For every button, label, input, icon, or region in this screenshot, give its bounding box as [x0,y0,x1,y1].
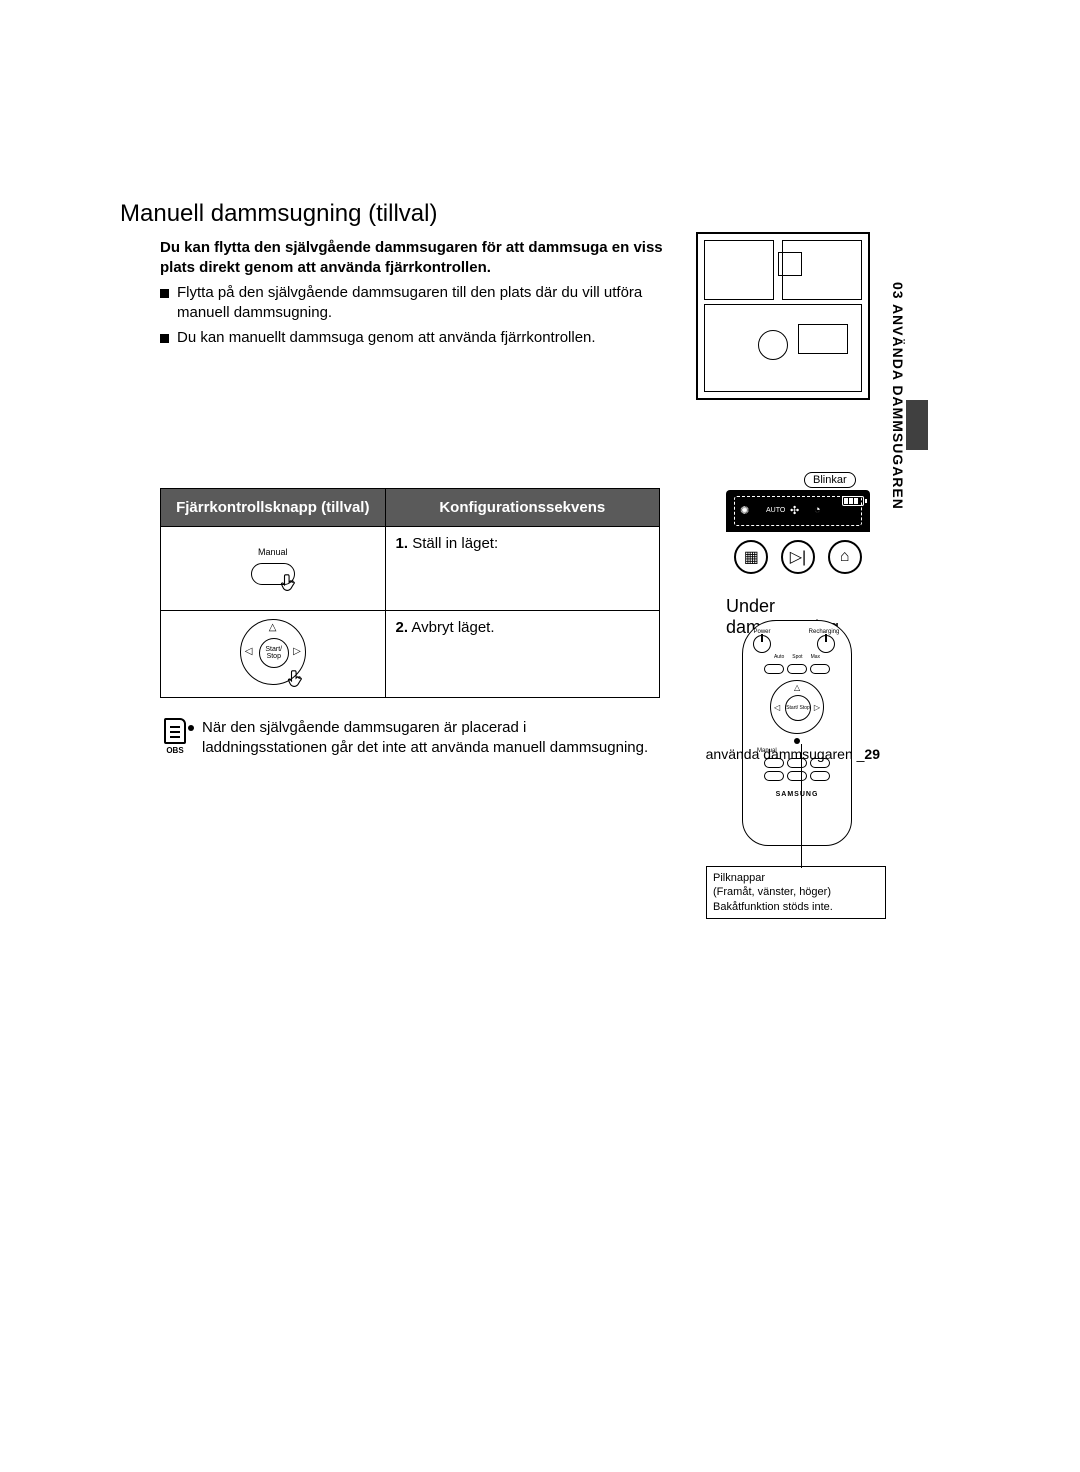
bullet-2-text: Du kan manuellt dammsuga genom att använ… [177,328,596,348]
mode-pills [743,664,851,674]
table-row: Manual [161,526,386,610]
fan-icon: ✣ [790,504,799,517]
square-bullet-icon [160,289,169,298]
table-row: 2. Avbryt läget. [385,610,659,697]
intro-bold: Du kan flytta den självgående dammsugare… [160,238,680,277]
table-header-sequence: Konfigurationssekvens [385,488,659,526]
clock-icon: ◔ [814,504,821,516]
power-icon [753,635,771,653]
table-header-button: Fjärrkontrollsknapp (tillval) [161,488,386,526]
note-block: OBS När den självgående dammsugaren är p… [160,718,650,759]
grid-icon: ▦ [734,540,768,574]
bullet-1-text: Flytta på den självgående dammsugaren ti… [177,283,680,324]
auto-label: Auto [774,654,784,660]
remote-dot [794,738,800,744]
seq2-num: 2. [396,619,409,636]
note-text: När den självgående dammsugaren är place… [202,718,650,759]
caption-line3: Bakåtfunktion stöds inte. [713,900,879,914]
note-icon: OBS [160,718,190,755]
hand-icon [279,573,301,595]
left-arrow-icon: ◁ [774,703,780,712]
brand-label: SAMSUNG [743,791,851,798]
leader-line [801,744,802,868]
bullet-2: Du kan manuellt dammsuga genom att använ… [160,328,680,348]
note-text-content: När den självgående dammsugaren är place… [202,719,648,756]
start-stop-center: Start/ Stop [785,695,811,721]
page-number: 29 [864,746,880,762]
panel-bottom: ▦ ▷| ⌂ [726,532,870,582]
floorplan-illustration [696,232,870,400]
max-label: Max [811,654,820,660]
up-arrow-icon: △ [794,683,800,692]
sun-icon: ✺ [740,504,749,517]
remote-dpad: Start/ Stop △ ◁ ▷ [770,680,824,734]
home-icon: ⌂ [828,540,862,574]
manual-label: Manual [171,547,375,557]
seq2-text: Avbryt läget. [411,619,494,636]
side-tab-marker [906,400,928,450]
bullet-1: Flytta på den självgående dammsugaren ti… [160,283,680,324]
play-skip-icon: ▷| [781,540,815,574]
page-footer: använda dammsugaren _29 [706,746,880,762]
table-row: Start/ Stop △ ◁ ▷ [161,610,386,697]
seq1-num: 1. [396,535,409,552]
section-title: Manuell dammsugning (tillval) [120,200,980,228]
config-table: Fjärrkontrollsknapp (tillval) Konfigurat… [160,488,660,698]
display-panel: Blinkar ✺ AUTO ✣ ◔ ▦ ▷| ⌂ Under dammsugn… [726,470,870,638]
square-bullet-icon [160,334,169,343]
blinkar-label: Blinkar [804,472,856,488]
battery-icon [842,496,864,506]
obs-label: OBS [160,746,190,755]
footer-text: använda dammsugaren _ [706,746,865,762]
side-tab-label: 03 ANVÄNDA DAMMSUGAREN [884,278,906,538]
panel-top: ✺ AUTO ✣ ◔ [726,490,870,532]
hand-icon [286,669,308,691]
caption-line1: Pilknappar [713,871,879,885]
caption-line2: (Framåt, vänster, höger) [713,885,879,899]
arrow-caption: Pilknappar (Framåt, vänster, höger) Bakå… [706,866,886,919]
spot-label: Spot [792,654,802,660]
table-row: 1. Ställ in läget: [385,526,659,610]
seq1-text: Ställ in läget: [412,535,498,552]
remote-illustration: Power Recharging Auto Spot Max Start/ St… [742,620,852,846]
auto-label: AUTO [766,507,785,514]
recharge-icon [817,635,835,653]
extra-pills [743,771,851,781]
start-stop-label: Start/ Stop [259,638,289,668]
right-arrow-icon: ▷ [814,703,820,712]
